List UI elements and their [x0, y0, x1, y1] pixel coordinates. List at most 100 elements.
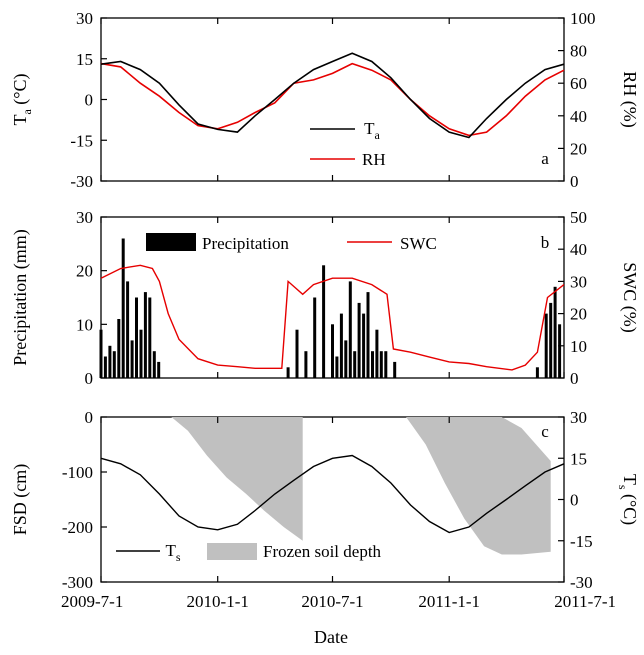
precip-bar	[322, 265, 326, 378]
precip-bar	[117, 319, 121, 378]
precip-bar	[357, 302, 361, 378]
precip-bar	[295, 329, 299, 378]
precip-bar	[148, 297, 152, 378]
legend-frozen-swatch	[207, 543, 257, 560]
x-tick-label: 2010-7-1	[301, 592, 363, 611]
precip-bar	[362, 313, 366, 378]
x-tick-label: 2009-7-1	[61, 592, 123, 611]
precip-bar	[139, 329, 143, 378]
precip-bar	[553, 286, 557, 378]
precip-bar	[379, 351, 383, 378]
precip-bar	[157, 361, 161, 378]
legend-ts-label-main: T	[165, 541, 176, 560]
panel-b-ytick-left-label: 30	[76, 208, 93, 227]
x-axis: 2009-7-1 2010-1-1 2010-7-1 2011-1-1 2011-7-1	[61, 18, 616, 611]
frozen-depth-area-2	[406, 417, 551, 555]
legend-precip-label: Precipitation	[202, 234, 289, 253]
precip-bar	[331, 324, 334, 378]
precip-bar	[126, 281, 130, 378]
panel-b-ytick-right-label: 10	[570, 337, 587, 356]
panel-c-ytick-right-label: -15	[570, 532, 593, 551]
panel-a-ytick-right-label: 40	[570, 107, 587, 126]
panel-a-ytick-right-label: 100	[570, 9, 596, 28]
precip-bar	[535, 367, 539, 378]
precip-bar	[366, 292, 370, 378]
panel-a: -30 -15 0 15 30 0 20 40 60 80 100 Ta (°C) RH (%) Ta RH…	[10, 9, 640, 191]
precip-bar	[371, 351, 374, 378]
panel-b-ytick-right-label: 50	[570, 208, 587, 227]
ta-axis-label-unit: (°C)	[10, 73, 31, 109]
precip-bar	[112, 351, 116, 378]
panel-a-ytick-right-label: 0	[570, 172, 579, 191]
precip-bar	[286, 367, 290, 378]
swc-axis-label: SWC (%)	[619, 262, 640, 333]
precip-bar	[339, 313, 343, 378]
x-axis-label: Date	[314, 627, 348, 647]
legend-precip-swatch	[146, 233, 196, 251]
panel-c-ytick-left-label: -100	[62, 463, 93, 482]
legend-rh-label: RH	[362, 150, 386, 169]
precip-bar	[353, 351, 357, 378]
legend-swc-label: SWC	[400, 234, 437, 253]
precip-bar	[103, 356, 107, 378]
panel-a-ytick-right-label: 20	[570, 139, 587, 158]
panel-a-ytick-left-label: -15	[70, 131, 93, 150]
panel-a-label: a	[541, 149, 549, 168]
legend-ts-label-sub: s	[176, 550, 181, 564]
panel-c-ytick-right-label: 15	[570, 449, 587, 468]
x-tick-label: 2011-7-1	[554, 592, 616, 611]
ts-axis-label-sub: s	[616, 485, 630, 490]
ta-line	[100, 52, 565, 139]
panel-c-ytick-right-label: 30	[570, 408, 587, 427]
precip-bar	[344, 340, 348, 378]
legend-frozen-label: Frozen soil depth	[263, 542, 382, 561]
panel-c-ytick-right-label: -30	[570, 573, 593, 592]
panel-b-ytick-right-label: 30	[570, 272, 587, 291]
panel-a-ytick-left-label: 30	[76, 9, 93, 28]
precip-bar	[108, 345, 112, 378]
panel-a-ytick-right-label: 60	[570, 74, 587, 93]
panel-a-ytick-left-label: 0	[85, 91, 94, 110]
precip-bar	[393, 361, 397, 378]
precip-bar	[558, 324, 562, 378]
panel-c-ytick-left-label: -200	[62, 518, 93, 537]
frozen-depth-area-1	[171, 417, 303, 541]
ts-axis-label-unit: (°C)	[619, 489, 640, 525]
precip-bar	[549, 302, 553, 378]
rh-axis-label: RH (%)	[619, 71, 640, 128]
precip-bar	[121, 238, 125, 378]
ts-line	[100, 454, 565, 534]
panel-b-ytick-left-label: 10	[76, 315, 93, 334]
panel-c-label: c	[541, 422, 549, 441]
legend-ts-label: Ts	[165, 541, 180, 564]
precip-bar	[348, 281, 352, 378]
panel-a-ytick-left-label: -30	[70, 172, 93, 191]
rh-line	[100, 62, 565, 137]
panel-b-label: b	[541, 233, 550, 252]
precip-bar	[152, 351, 156, 378]
panel-b-ytick-left-label: 0	[85, 369, 94, 388]
ta-axis-label: Ta (°C)	[10, 73, 34, 125]
precip-bar	[544, 313, 548, 378]
panel-b-ytick-right-label: 40	[570, 240, 587, 259]
x-tick-label: 2011-1-1	[418, 592, 480, 611]
precip-bar	[130, 340, 134, 378]
panel-a-frame	[100, 17, 565, 182]
panel-b-ytick-right-label: 0	[570, 369, 579, 388]
precip-bar	[384, 351, 388, 378]
ts-axis-label-main: T	[620, 474, 640, 485]
ts-axis-label: Ts (°C)	[616, 474, 640, 525]
panel-b-ytick-left-label: 20	[76, 262, 93, 281]
precip-axis-label: Precipitation (mm)	[10, 229, 31, 365]
fsd-axis-label: FSD (cm)	[10, 464, 31, 536]
panel-c-ytick-left-label: -300	[62, 573, 93, 592]
panel-c-ytick-right-label: 0	[570, 491, 579, 510]
precip-bar	[375, 329, 379, 378]
legend-ta-label-main: T	[364, 119, 375, 138]
precip-bar	[335, 356, 339, 378]
swc-line	[100, 264, 565, 371]
panel-c-ytick-left-label: 0	[85, 408, 94, 427]
ta-axis-label-sub: a	[20, 109, 34, 115]
